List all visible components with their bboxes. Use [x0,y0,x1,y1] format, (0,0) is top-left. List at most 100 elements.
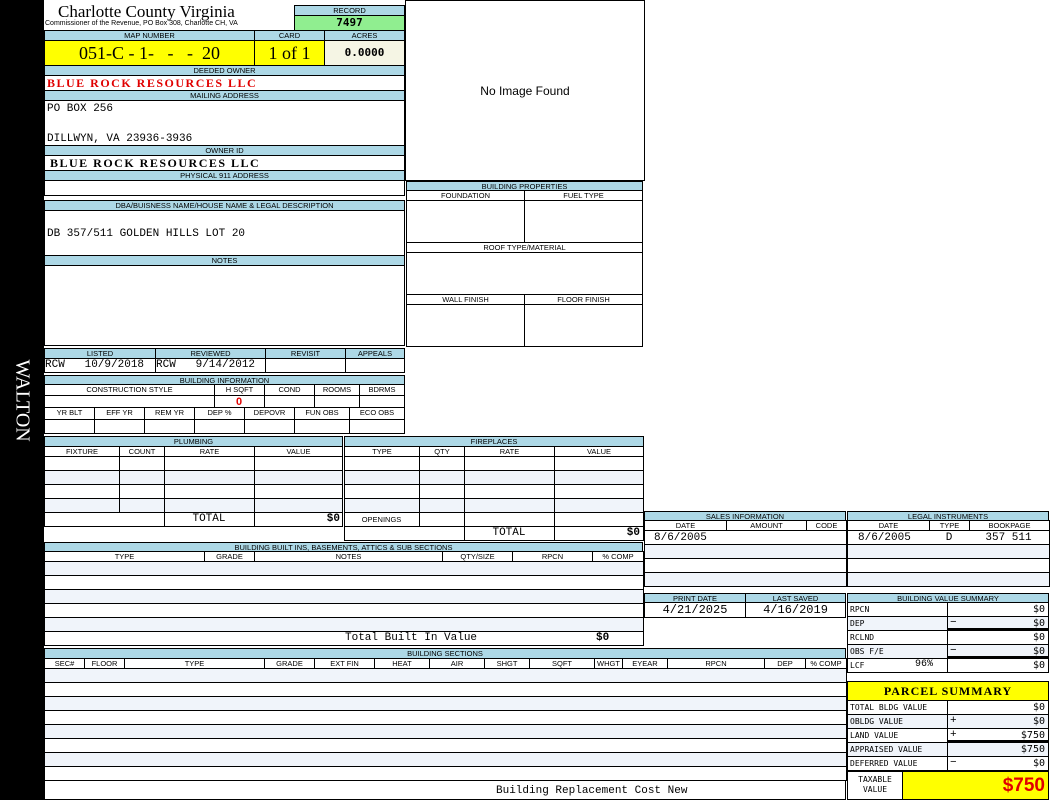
built-ins-row [44,575,644,590]
building-info-cell [244,419,295,434]
bvs-value: $0 [947,616,1049,631]
bvs-value: $0 [947,602,1049,617]
bvs-sign: − [950,617,957,629]
foundation-value [406,200,525,243]
fireplaces-cell [464,512,555,527]
district-label: WALTON [11,359,34,442]
sections-row [44,682,847,697]
legal-row [847,572,1050,587]
building-info-cell [294,419,350,434]
fireplaces-cell [344,484,420,499]
fireplaces-cell [464,484,555,499]
notes-box [44,265,405,346]
taxable-value: $750 [902,771,1049,800]
legal-row [847,544,1050,559]
sections-row [44,710,847,725]
plumbing-cell [119,498,165,513]
fireplaces-total-row [344,526,465,541]
bvs-sign: − [950,645,957,657]
plumbing-total-label: TOTAL [192,513,226,525]
reviewed-value: RCW 9/14/2012 [155,358,266,373]
sections-row [44,668,847,683]
plumbing-cell [44,484,120,499]
fireplaces-total-row [554,526,644,541]
plumbing-cell [119,456,165,471]
fireplaces-cell [419,484,465,499]
fireplaces-cell [464,498,555,513]
mailing-line-1: PO BOX 256 [47,103,114,115]
parcel-label: APPRAISED VALUE [847,742,948,757]
acres-value: 0.0000 [324,40,405,66]
sections-row [44,696,847,711]
fireplaces-cell [464,470,555,485]
building-info-cell [194,419,245,434]
hsqft-value: 0 [235,396,243,408]
parcel-sign: − [950,757,957,769]
parcel-value: $0 [947,756,1049,771]
fireplaces-total-row [464,526,555,541]
parcel-value: $0 [947,714,1049,729]
fireplaces-cell [419,512,465,527]
built-ins-row [44,589,644,604]
building-info-cell [144,419,195,434]
sections-row [44,724,847,739]
bvs-label: RPCN [847,602,948,617]
parcel-label: TOTAL BLDG VALUE [847,700,948,715]
legal-row [847,530,1050,545]
plumbing-cell [119,470,165,485]
sales-row [644,530,847,545]
fireplaces-cell [344,456,420,471]
parcel-value: $0 [947,700,1049,715]
dba-value: DB 357/511 GOLDEN HILLS LOT 20 [47,228,246,240]
fireplaces-cell [344,498,420,513]
plumbing-total-row [44,512,165,527]
print-date-value: 4/21/2025 [644,602,746,618]
plumbing-total-row [164,512,255,527]
page-subtitle: Commissioner of the Revenue, PO Box 308,… [45,20,238,27]
building-info-cell [44,419,95,434]
bvs-value: $0 [947,644,1049,659]
fireplaces-cell [554,512,644,527]
bvs-pct: 96% [915,659,934,670]
fireplaces-total-value: $0 [626,527,640,539]
plumbing-cell [119,484,165,499]
sale-date: 8/6/2005 [654,532,707,544]
sections-row [44,766,847,781]
parcel-label: OBLDG VALUE [847,714,948,729]
built-ins-row [44,561,644,576]
deeded-owner-value: BLUE ROCK RESOURCES LLC [44,75,405,91]
sales-row [644,544,847,559]
parcel-summary-label: PARCEL SUMMARY [847,681,1049,701]
plumbing-cell [164,456,255,471]
plumbing-cell [164,498,255,513]
built-ins-row [44,617,644,632]
roof-type-value [406,252,643,295]
built-in-total-value: $0 [596,632,610,644]
map-number-value: 051-C - 1- - - 20 [44,40,255,66]
sales-row [644,572,847,587]
bvs-label: OBS F/E [847,644,948,659]
fireplaces-cell [554,470,644,485]
taxable-value-label: TAXABLE VALUE [847,771,903,800]
fireplaces-cell [419,498,465,513]
parcel-sign: + [950,715,957,727]
fireplaces-cell [344,512,420,527]
openings-label: OPENINGS [361,515,402,524]
bvs-value: $0 [947,630,1049,645]
parcel-sign: + [950,729,957,741]
plumbing-total-row [254,512,343,527]
plumbing-cell [44,456,120,471]
built-ins-row [44,631,644,646]
wall-finish-value [406,304,525,347]
building-info-cell [349,419,405,434]
revisit-value [265,358,346,373]
appeals-value [345,358,405,373]
plumbing-cell [254,484,343,499]
owner-id-value: BLUE ROCK RESOURCES LLC [44,155,405,171]
legal-row [847,558,1050,573]
legal-bookpage: 357 511 [985,532,1032,544]
plumbing-total-value: $0 [326,513,340,525]
bvs-value: $0 [947,658,1049,673]
plumbing-cell [254,470,343,485]
bvs-label: RCLND [847,630,948,645]
